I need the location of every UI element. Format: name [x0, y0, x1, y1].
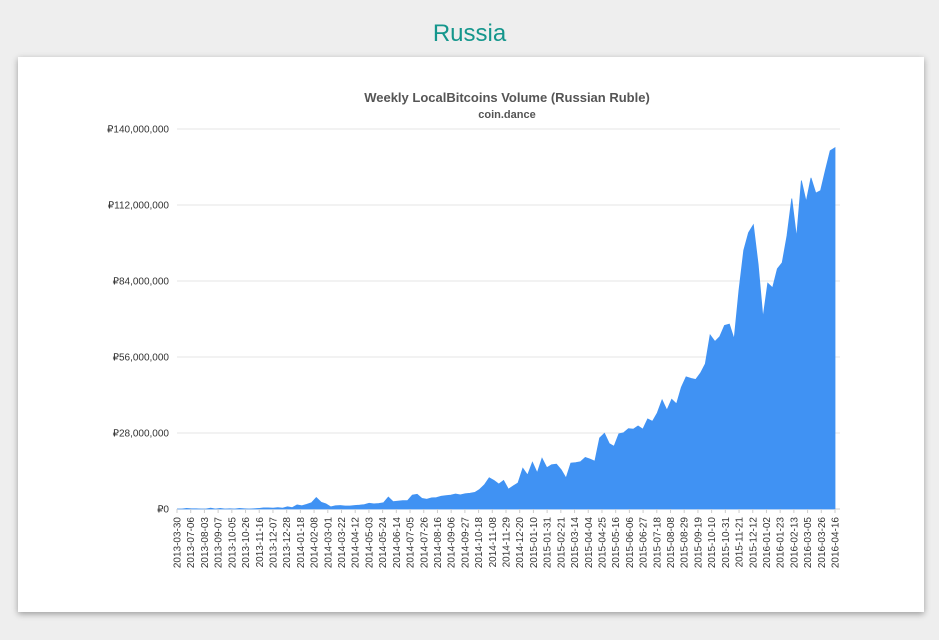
x-tick-label: 2015-03-14 — [570, 517, 581, 569]
plot-area — [177, 147, 836, 510]
x-tick-label: 2014-06-14 — [392, 517, 403, 569]
x-tick-label: 2015-05-16 — [611, 517, 622, 569]
volume-area-chart: ₽0 ₽28,000,000 ₽56,000,000 ₽84,000,000 ₽112,… — [107, 90, 842, 568]
x-tick-label: 2015-09-19 — [693, 517, 704, 569]
x-tick-label: 2013-07-06 — [186, 517, 197, 569]
x-tick-label: 2013-12-28 — [282, 517, 293, 569]
x-tick-label: 2014-09-27 — [460, 517, 471, 569]
x-tick-label: 2015-06-06 — [625, 517, 636, 569]
x-tick-label: 2013-03-30 — [173, 517, 184, 569]
x-tick-label: 2015-06-27 — [639, 517, 650, 569]
x-tick-label: 2015-07-18 — [652, 517, 663, 569]
x-tick-label: 2015-01-31 — [543, 517, 554, 569]
y-tick-label: ₽112,000,000 — [108, 201, 170, 212]
x-tick-label: 2014-09-06 — [447, 517, 458, 569]
x-tick-label: 2014-05-24 — [378, 517, 389, 569]
x-tick-label: 2014-07-05 — [406, 517, 417, 569]
x-tick-label: 2014-12-20 — [515, 517, 526, 569]
y-tick-label: ₽28,000,000 — [113, 429, 170, 440]
x-tick-label: 2014-03-22 — [337, 517, 348, 569]
chart-subtitle: coin.dance — [478, 109, 535, 121]
page-title: Russia — [432, 20, 507, 47]
x-tick-label: 2014-03-01 — [323, 517, 334, 569]
chart-card: ₽0 ₽28,000,000 ₽56,000,000 ₽84,000,000 ₽112,… — [18, 57, 924, 612]
x-tick-label: 2014-04-12 — [351, 517, 362, 569]
x-tick-label: 2013-10-05 — [227, 517, 238, 569]
y-tick-label: ₽84,000,000 — [113, 277, 170, 288]
x-tick-label: 2014-11-29 — [502, 517, 513, 568]
x-tick-label: 2015-02-21 — [556, 517, 567, 569]
x-tick-label: 2014-08-16 — [433, 517, 444, 569]
x-tick-label: 2013-08-03 — [200, 517, 211, 569]
x-tick-label: 2015-01-10 — [529, 517, 540, 569]
x-tick-label: 2013-09-07 — [214, 517, 225, 569]
x-tick-label: 2016-04-16 — [831, 517, 842, 569]
y-axis: ₽0 ₽28,000,000 ₽56,000,000 ₽84,000,000 ₽112,… — [107, 125, 169, 516]
x-tick-label: 2015-08-08 — [666, 517, 677, 569]
x-tick-label: 2014-01-18 — [296, 517, 307, 569]
volume-area-series — [177, 147, 836, 510]
x-tick-label: 2016-02-13 — [789, 517, 800, 569]
x-tick-label: 2016-03-05 — [803, 517, 814, 569]
x-axis: 2013-03-30 2013-07-06 2013-08-03 2013-09-07… — [173, 509, 842, 568]
x-tick-label: 2015-10-31 — [721, 517, 732, 569]
x-tick-label: 2014-11-08 — [488, 517, 499, 568]
x-tick-label: 2015-10-10 — [707, 517, 718, 569]
x-tick-label: 2013-10-26 — [241, 517, 252, 569]
y-tick-label: ₽56,000,000 — [113, 353, 170, 364]
y-tick-label: ₽0 — [157, 505, 169, 516]
x-tick-label: 2016-01-23 — [776, 517, 787, 569]
x-tick-label: 2014-05-03 — [364, 517, 375, 569]
x-tick-label: 2013-12-07 — [268, 517, 279, 569]
x-tick-label: 2015-08-29 — [680, 517, 691, 569]
x-tick-label: 2015-04-04 — [584, 517, 595, 569]
x-tick-label: 2016-03-26 — [817, 517, 828, 569]
x-tick-label: 2013-11-16 — [255, 517, 266, 568]
x-tick-label: 2015-11-21 — [735, 517, 746, 568]
chart-title: Weekly LocalBitcoins Volume (Russian Rub… — [364, 90, 650, 105]
y-tick-label: ₽140,000,000 — [107, 125, 169, 136]
x-tick-label: 2015-04-25 — [597, 517, 608, 569]
x-tick-label: 2015-12-12 — [748, 517, 759, 569]
x-tick-label: 2014-02-08 — [310, 517, 321, 569]
x-tick-label: 2014-10-18 — [474, 517, 485, 569]
x-tick-label: 2014-07-26 — [419, 517, 430, 569]
x-tick-label: 2016-01-02 — [762, 517, 773, 569]
